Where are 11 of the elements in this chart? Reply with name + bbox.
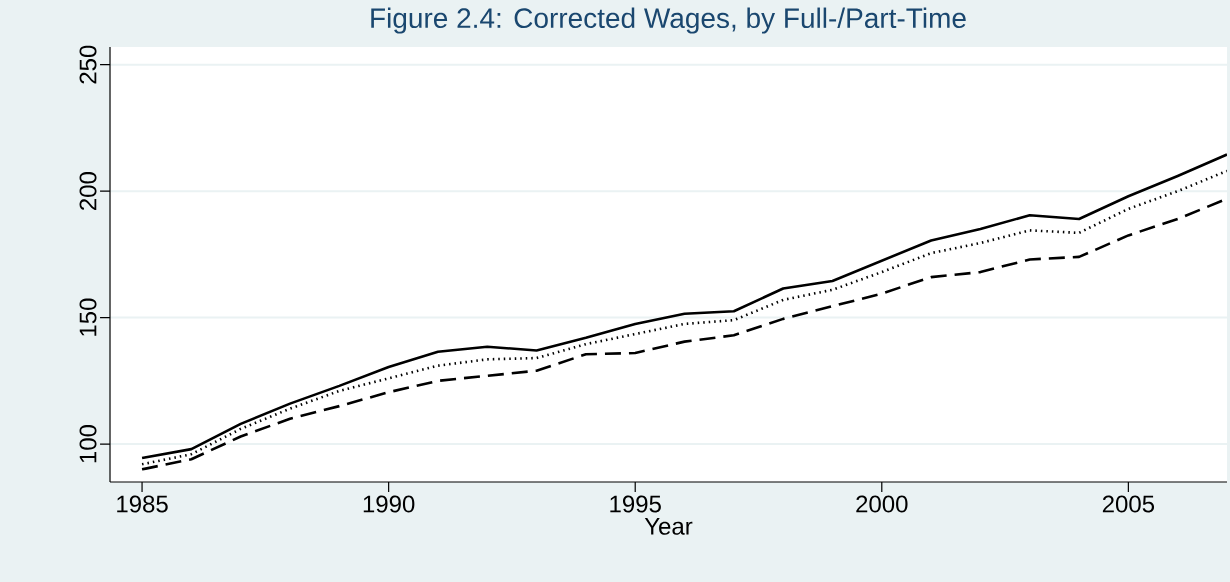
x-tick-label: 2005 [1102, 495, 1155, 513]
x-axis-title: Year [644, 518, 693, 535]
y-tick-label: 100 [79, 424, 97, 463]
x-tick-label: 2000 [856, 495, 908, 513]
chart-title: Figure 2.4: Corrected Wages, by Full-/Part-Time [371, 7, 966, 34]
y-tick-label: 250 [79, 45, 97, 84]
y-tick-label: 200 [79, 172, 97, 210]
y-tick-label: 150 [79, 298, 97, 336]
x-tick-label: 1995 [610, 495, 661, 513]
x-tick-label: 1985 [117, 495, 168, 513]
x-tick-label: 1990 [363, 495, 415, 513]
